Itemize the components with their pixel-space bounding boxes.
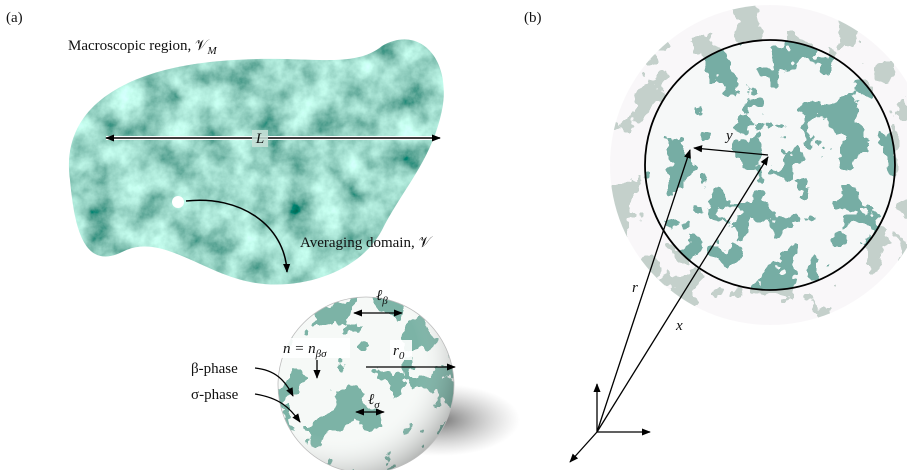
macroscopic-region (60, 20, 460, 300)
beta-phase-label: β-phase (191, 361, 238, 377)
label-part: L (255, 131, 264, 147)
figure: (a) Macroscopic region, 𝒱M L Averaging d… (0, 0, 907, 470)
y-label: y (724, 128, 733, 144)
label-part: β-phase (191, 361, 238, 377)
label-part: r (632, 280, 638, 296)
label-part: (a) (6, 10, 23, 26)
label-part: β (381, 295, 388, 307)
label-part: 0 (399, 350, 405, 362)
label-part: Macroscopic region, 𝒱 (68, 38, 210, 54)
label-part: M (207, 45, 218, 57)
panel-tag: (a) (6, 10, 23, 26)
point (172, 196, 184, 208)
label-part: βσ (315, 348, 327, 360)
length-label: L (255, 131, 264, 147)
sigma-phase-label: σ-phase (191, 387, 239, 403)
region-label: Macroscopic region, 𝒱M (68, 38, 218, 57)
x-label: x (675, 318, 683, 334)
label-part: σ-phase (191, 387, 239, 403)
label-part: y (724, 128, 733, 144)
label-part: Averaging domain, 𝒱 (300, 235, 433, 251)
label-part: (b) (524, 10, 542, 26)
domain-label: Averaging domain, 𝒱 (300, 235, 433, 251)
label-part: n = n (283, 341, 316, 357)
label-part: σ (374, 399, 380, 411)
panel-tag: (b) (524, 10, 542, 26)
axis-out (570, 432, 597, 462)
r-label: r (632, 280, 638, 296)
label-part: x (675, 318, 683, 334)
